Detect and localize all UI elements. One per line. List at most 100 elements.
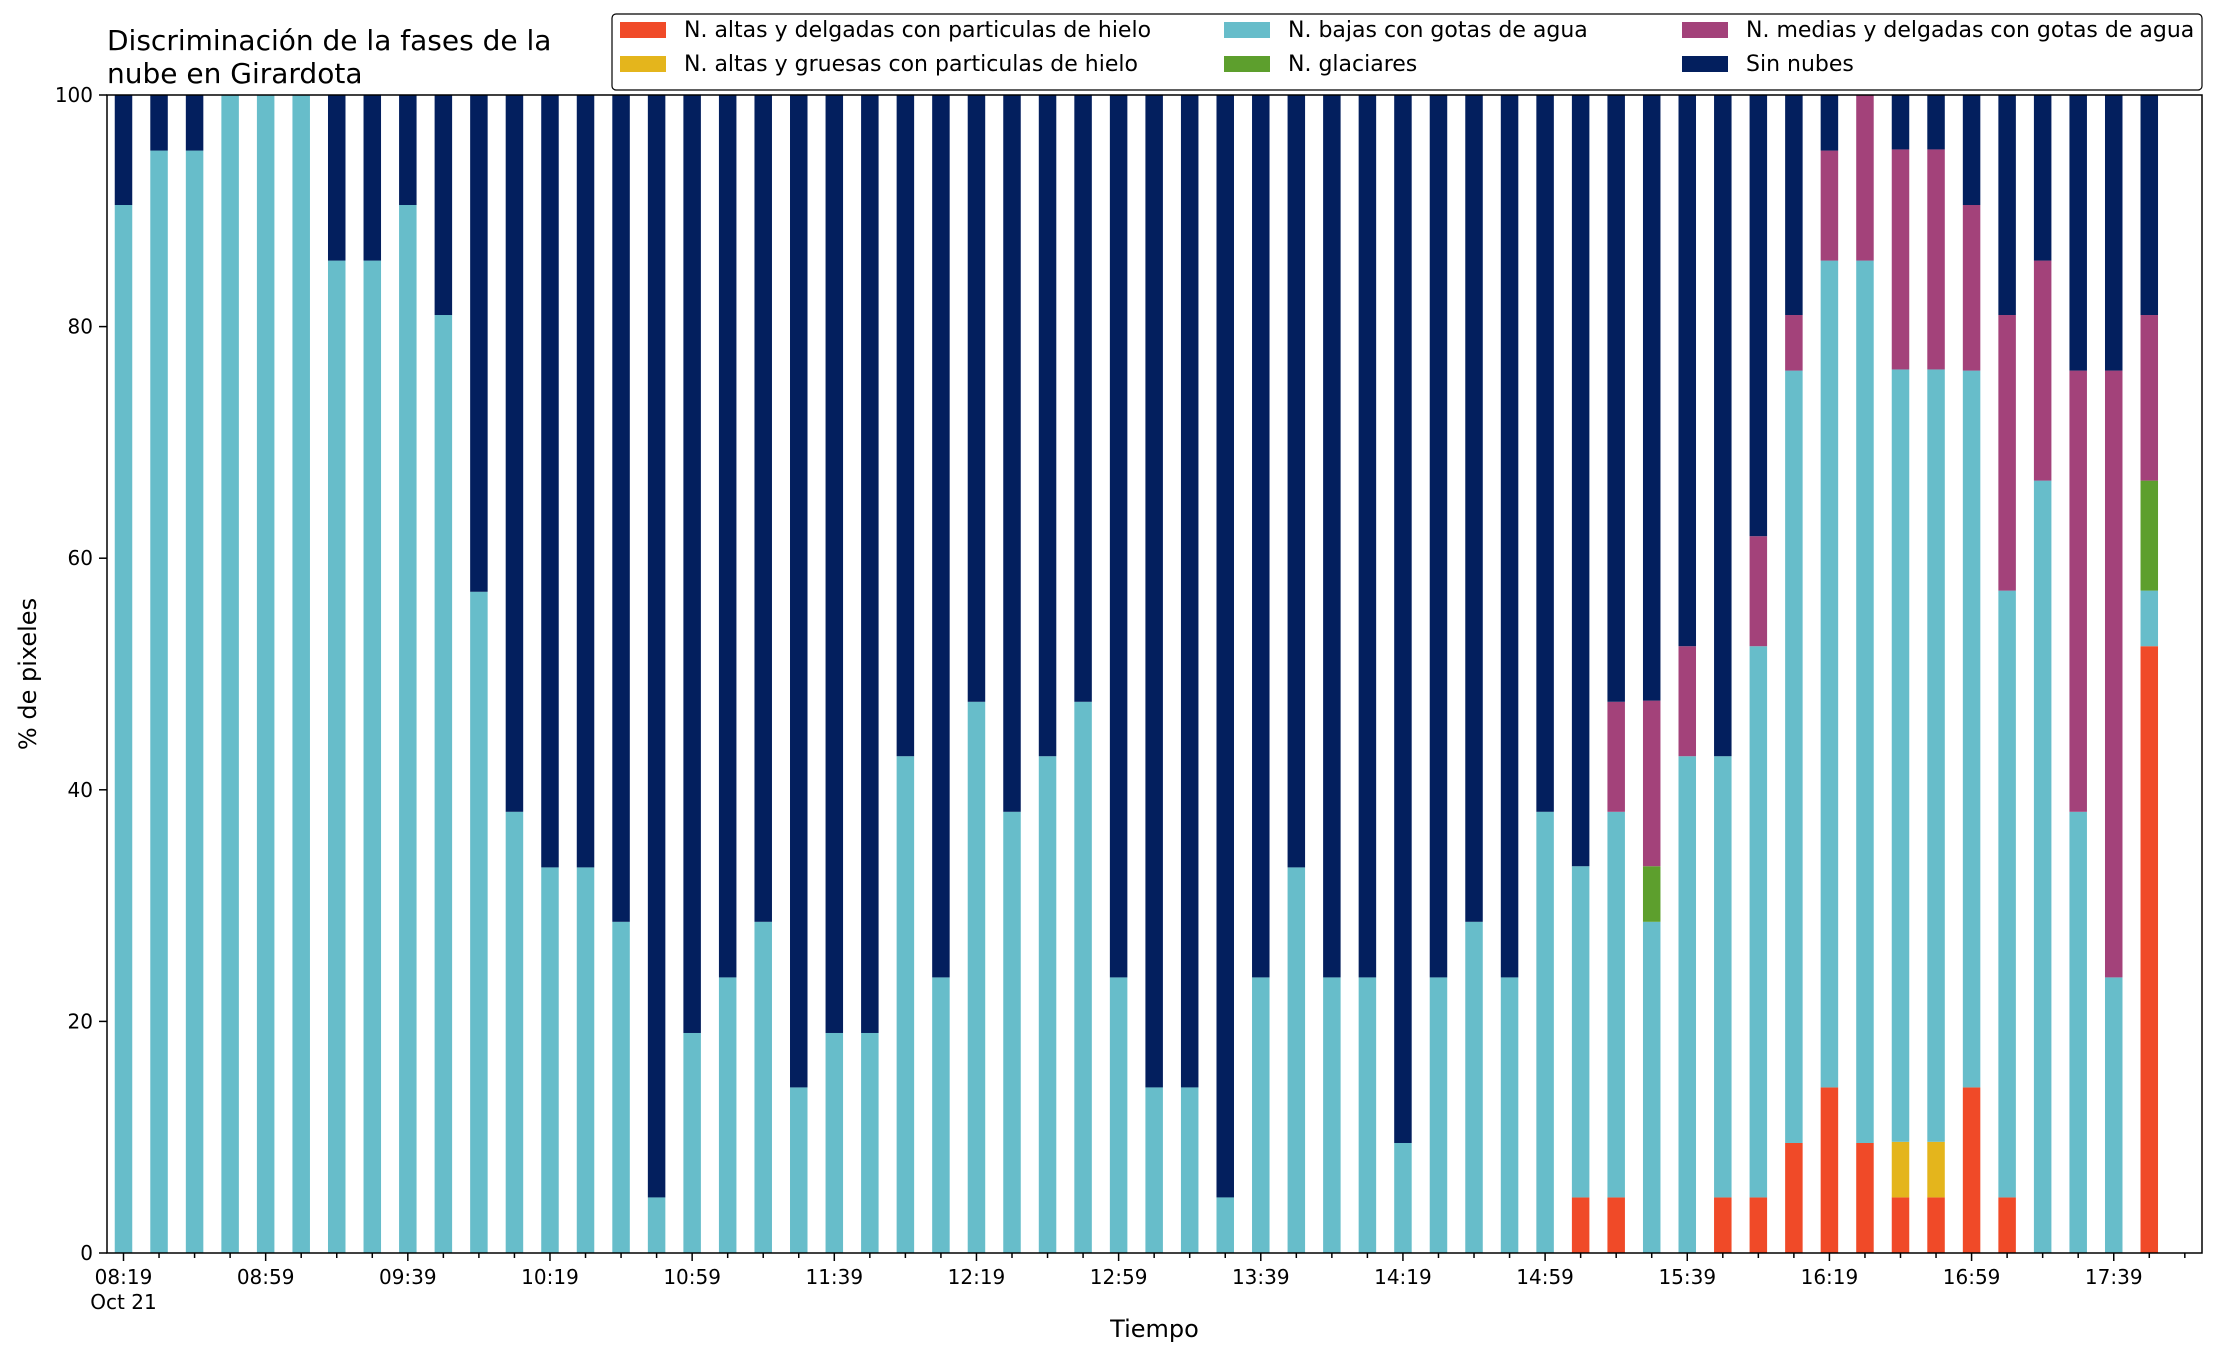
x-tick-label: 12:59 (1090, 1265, 1148, 1289)
chart-title-line-2: nube en Girardota (107, 57, 362, 90)
bar-segment (2069, 95, 2087, 371)
x-axis: 08:19 08:59 09:39 10:19 10:59 11:39 12:19 12:59… (90, 1253, 2186, 1314)
bar-segment (114, 95, 133, 206)
bar-segment (2033, 95, 2052, 261)
bar-segment (1109, 977, 1128, 1253)
bar-segment (1749, 536, 1768, 647)
bar-segment (861, 1032, 879, 1253)
bar-segment (1500, 977, 1519, 1253)
bar-segment (1074, 95, 1092, 702)
bar-segment (1678, 95, 1697, 647)
y-tick-label: 0 (80, 1241, 93, 1265)
bar-segment (1714, 1197, 1732, 1253)
bar-segment (825, 95, 844, 1033)
bar-segment (932, 977, 950, 1253)
bar-segment (1003, 95, 1021, 812)
bar-segment (1394, 95, 1412, 1143)
bar-segment (576, 867, 595, 1253)
bar-segment (505, 95, 524, 812)
legend-label: N. altas y gruesas con particulas de hie… (684, 52, 1138, 77)
x-tick-label: 13:39 (1232, 1265, 1290, 1289)
bar-segment (1891, 95, 1910, 150)
bar-segment (1287, 95, 1306, 868)
bar-segment (1145, 1087, 1163, 1253)
bar-segment (1358, 977, 1377, 1253)
bar-segment (2140, 646, 2159, 1253)
bar-segment (505, 811, 524, 1253)
bar-segment (1785, 95, 1803, 316)
legend-label: N. glaciares (1288, 52, 1417, 77)
legend-label: N. altas y delgadas con particulas de hi… (684, 18, 1151, 43)
bar-segment (1678, 646, 1697, 757)
bar-segment (221, 95, 239, 1253)
bar-segment (1038, 756, 1057, 1253)
bar-segment (1891, 1141, 1910, 1198)
bar-segment (327, 260, 346, 1254)
x-tick-label: 15:39 (1658, 1265, 1716, 1289)
bar-segment (1962, 95, 1981, 206)
bar-segment (1962, 205, 1981, 371)
x-tick-label: 08:59 (237, 1265, 295, 1289)
bar-segment (2069, 811, 2087, 1253)
bar-segment (2033, 260, 2052, 481)
bar-segment (1785, 370, 1803, 1143)
bar-segment (1749, 646, 1768, 1198)
bar-segment (1998, 590, 2016, 1198)
bar-segment (1500, 95, 1519, 978)
legend-swatch (1224, 22, 1270, 38)
chart-title: Discriminación de la fases de la nube en… (107, 24, 560, 90)
bar-segment (612, 921, 630, 1253)
legend-frame (611, 13, 2203, 91)
bar-segment (1820, 150, 1839, 261)
bar-segment (2033, 480, 2052, 1253)
bar-segment (1216, 1197, 1234, 1253)
bar-segment (470, 95, 488, 592)
x-tick-label: 10:19 (521, 1265, 579, 1289)
bar-segment (114, 205, 133, 1253)
bar-segment (1642, 921, 1661, 1253)
bar-segment (1109, 95, 1128, 978)
x-tick-label: 12:19 (948, 1265, 1006, 1289)
bar-segment (541, 867, 559, 1253)
bar-segment (967, 701, 986, 1253)
legend-swatch (620, 22, 666, 38)
bar-segment (1145, 95, 1163, 1088)
bar-segment (754, 921, 772, 1253)
bar-segment (1927, 1197, 1945, 1253)
y-tick-label: 80 (68, 315, 93, 339)
bar-segment (1714, 756, 1732, 1198)
bar-segment (256, 95, 275, 1253)
bar-segment (896, 95, 915, 757)
bar-segment (1962, 1087, 1981, 1253)
bar-segment (1607, 95, 1625, 702)
bar-segment (1074, 701, 1092, 1253)
bar-segment (1323, 977, 1341, 1253)
bar-segment (1536, 95, 1554, 812)
bar-segment (541, 95, 559, 868)
bar-segment (1856, 95, 1874, 261)
bar-segment (1891, 1197, 1910, 1253)
bar-segment (1571, 866, 1590, 1198)
bar-segment (1962, 370, 1981, 1088)
x-tick-label: 16:19 (1801, 1265, 1859, 1289)
bar-segment (718, 95, 737, 978)
bar-segment (434, 315, 453, 1253)
y-axis-label: % de pixeles (14, 598, 42, 750)
bar-segment (2104, 95, 2123, 371)
x-tick-label: 14:19 (1374, 1265, 1432, 1289)
bar-segment (718, 977, 737, 1253)
bar-segment (1394, 1142, 1412, 1253)
bar-segment (2069, 370, 2087, 812)
legend-label: N. bajas con gotas de agua (1288, 18, 1588, 43)
bar-segment (1820, 1087, 1839, 1253)
bar-segment (1607, 1197, 1625, 1253)
bar-segment (861, 95, 879, 1033)
bar-segment (1180, 1087, 1199, 1253)
bar-segment (1820, 260, 1839, 1088)
bar-segment (647, 95, 666, 1198)
legend-swatch (620, 56, 666, 72)
bar-segment (1856, 260, 1874, 1143)
bar-segment (1642, 866, 1661, 922)
bar-segment (576, 95, 595, 868)
